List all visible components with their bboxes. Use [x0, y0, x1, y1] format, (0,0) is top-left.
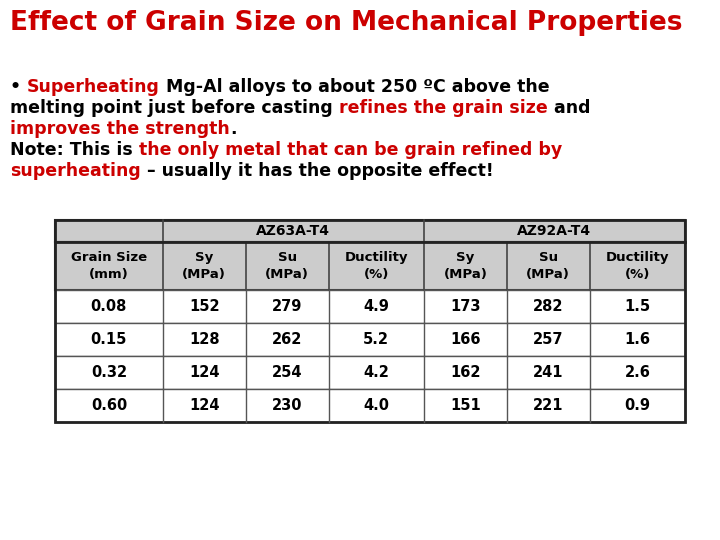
Text: 221: 221 — [533, 398, 564, 413]
Text: 0.9: 0.9 — [624, 398, 650, 413]
Text: improves the strength: improves the strength — [10, 120, 230, 138]
Text: 1.6: 1.6 — [624, 332, 650, 347]
Text: Ductility
(%): Ductility (%) — [344, 251, 408, 281]
Text: 262: 262 — [272, 332, 302, 347]
Text: 0.15: 0.15 — [91, 332, 127, 347]
Text: Mg-Al alloys to about 250 ºC above the: Mg-Al alloys to about 250 ºC above the — [160, 78, 549, 96]
Text: – usually it has the opposite effect!: – usually it has the opposite effect! — [140, 162, 493, 180]
Text: 279: 279 — [272, 299, 302, 314]
Text: 257: 257 — [533, 332, 564, 347]
Text: Note: This is: Note: This is — [10, 141, 139, 159]
Text: 254: 254 — [272, 365, 302, 380]
Text: Sy
(MPa): Sy (MPa) — [444, 251, 487, 281]
Text: melting point just before casting: melting point just before casting — [10, 99, 338, 117]
Text: 0.32: 0.32 — [91, 365, 127, 380]
Bar — [55, 356, 685, 389]
Text: 0.08: 0.08 — [91, 299, 127, 314]
Text: and: and — [547, 99, 590, 117]
Text: 4.0: 4.0 — [363, 398, 390, 413]
Text: 0.60: 0.60 — [91, 398, 127, 413]
Text: 4.9: 4.9 — [364, 299, 389, 314]
Bar — [55, 220, 685, 242]
Text: 124: 124 — [189, 365, 220, 380]
Text: the only metal that can be grain refined by: the only metal that can be grain refined… — [139, 141, 562, 159]
Text: 2.6: 2.6 — [624, 365, 650, 380]
Text: 128: 128 — [189, 332, 220, 347]
Text: 162: 162 — [450, 365, 480, 380]
Text: Ductility
(%): Ductility (%) — [606, 251, 669, 281]
Text: •: • — [10, 78, 27, 96]
Bar — [55, 290, 685, 323]
Text: Superheating: Superheating — [27, 78, 160, 96]
Bar — [55, 220, 685, 422]
Text: Grain Size
(mm): Grain Size (mm) — [71, 251, 147, 281]
Text: 4.2: 4.2 — [364, 365, 389, 380]
Text: Su
(MPa): Su (MPa) — [265, 251, 309, 281]
Text: 241: 241 — [533, 365, 564, 380]
Text: Su
(MPa): Su (MPa) — [526, 251, 570, 281]
Text: 173: 173 — [450, 299, 480, 314]
Text: Effect of Grain Size on Mechanical Properties: Effect of Grain Size on Mechanical Prope… — [10, 10, 683, 36]
Bar — [55, 323, 685, 356]
Text: 152: 152 — [189, 299, 220, 314]
Text: Sy
(MPa): Sy (MPa) — [182, 251, 226, 281]
Text: 124: 124 — [189, 398, 220, 413]
Text: 151: 151 — [450, 398, 481, 413]
Text: 166: 166 — [450, 332, 480, 347]
Bar — [55, 242, 685, 290]
Text: AZ63A-T4: AZ63A-T4 — [256, 224, 330, 238]
Text: superheating: superheating — [10, 162, 140, 180]
Text: 1.5: 1.5 — [624, 299, 650, 314]
Text: refines the grain size: refines the grain size — [338, 99, 547, 117]
Text: AZ92A-T4: AZ92A-T4 — [518, 224, 592, 238]
Text: 282: 282 — [533, 299, 564, 314]
Bar — [55, 389, 685, 422]
Text: .: . — [230, 120, 236, 138]
Text: 230: 230 — [272, 398, 302, 413]
Text: 5.2: 5.2 — [363, 332, 390, 347]
